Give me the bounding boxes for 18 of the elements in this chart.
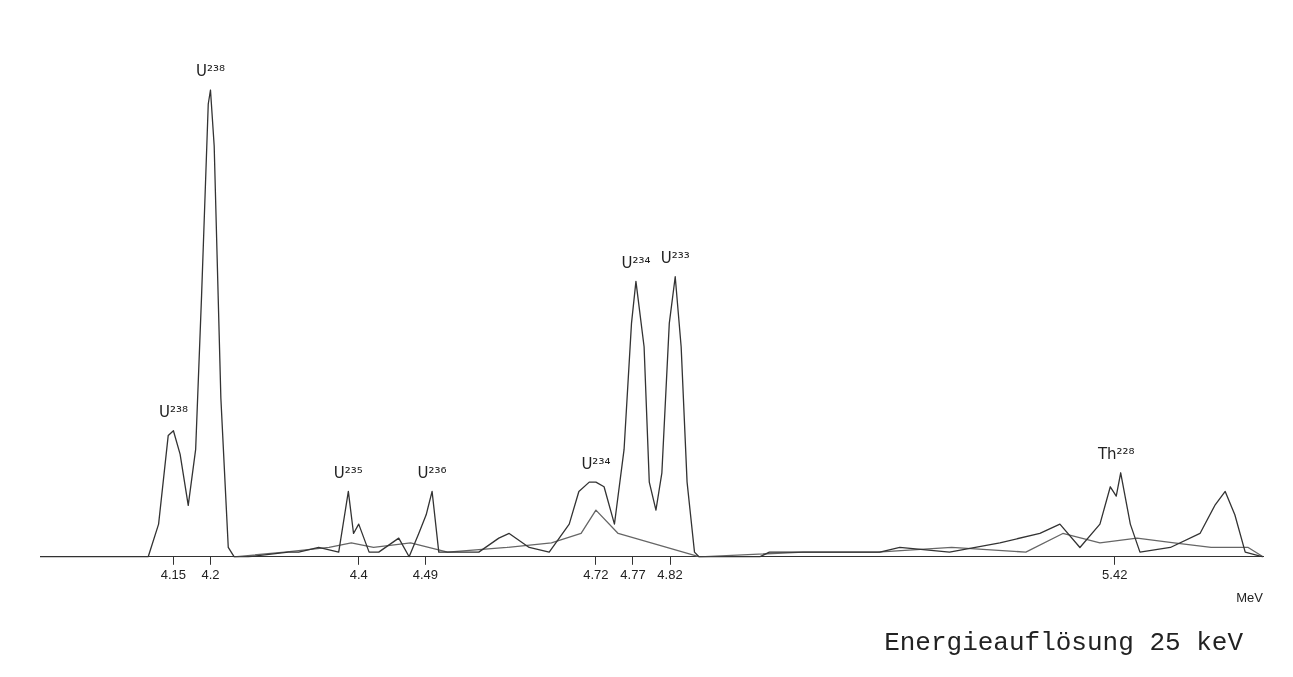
x-tick-label: 4.15: [160, 567, 187, 583]
x-tick-label: 5.42: [1102, 567, 1128, 583]
text: Energieauflösung 25 keV: [884, 628, 1243, 658]
annotation: U²³⁸: [195, 62, 225, 81]
x-tick-label: 4.4: [349, 567, 368, 583]
x-tick-label: 4.82: [657, 567, 683, 583]
x-tick-label: 4.2: [201, 567, 220, 583]
annotation: U²³⁵: [333, 463, 363, 482]
annotation: U²³⁴: [621, 253, 651, 272]
x-tick-label: 4.72: [583, 567, 609, 583]
x-tick-label: 4.49: [412, 567, 439, 583]
annotation: U²³⁴: [581, 454, 611, 473]
x-axis-title: MeV: [1236, 589, 1264, 605]
annotation: U²³⁸: [158, 403, 188, 422]
annotation: Th²²⁸: [1096, 445, 1135, 464]
annotation: U²³³: [660, 249, 690, 268]
x-tick-label: 4.77: [620, 567, 646, 583]
annotation: U²³⁶: [417, 463, 447, 482]
